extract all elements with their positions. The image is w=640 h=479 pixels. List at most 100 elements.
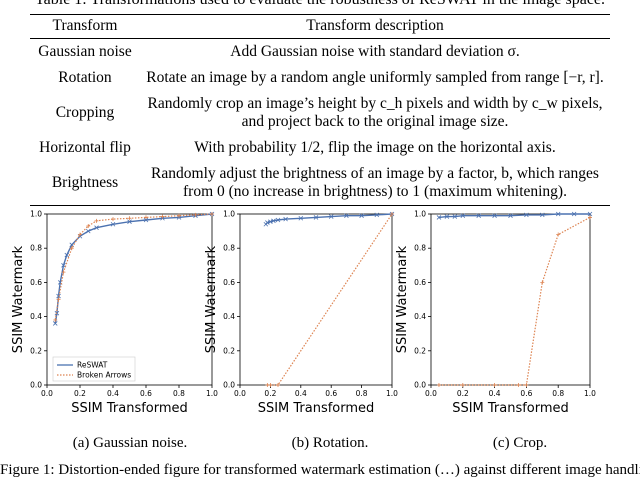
legend-label: Broken Arrows — [77, 371, 131, 380]
transform-desc: With probability 1/2, flip the image on … — [194, 139, 556, 156]
data-point — [210, 212, 214, 216]
table-row: Gaussian noise Add Gaussian noise with s… — [30, 39, 610, 66]
data-point — [556, 232, 561, 237]
y-axis-label: SSIM Watermark — [11, 245, 26, 353]
x-tick-label: 1.0 — [584, 389, 596, 398]
plot-frame — [430, 213, 591, 386]
ssim-figure: 0.0 0.2 0.4 0.6 0.8 1.0 0.0 0.2 0.4 0.6 0.8 1.0 SSIM… — [11, 210, 596, 417]
data-point — [508, 213, 513, 218]
data-point — [516, 383, 521, 387]
transform-name: Gaussian noise — [38, 43, 132, 60]
x-axis-label: SSIM Transformed — [258, 401, 375, 416]
data-point — [476, 213, 481, 218]
data-point — [127, 219, 132, 224]
y-tick-label: 0.6 — [223, 278, 235, 287]
data-point — [436, 215, 442, 220]
data-point — [127, 216, 132, 221]
y-tick-label: 0.6 — [414, 278, 426, 287]
y-tick-label: 1.0 — [414, 210, 426, 219]
x-tick-label: 0.2 — [74, 389, 86, 398]
data-point — [344, 213, 349, 218]
data-point — [444, 214, 450, 219]
data-point — [283, 216, 288, 222]
legend-label: ReSWAT — [77, 361, 108, 370]
data-point — [69, 246, 74, 251]
data-point — [61, 270, 66, 275]
x-tick-label: 0.0 — [41, 389, 53, 398]
legend-box — [52, 356, 136, 382]
transform-desc: Randomly crop an image’s height by c_h p… — [147, 95, 603, 130]
y-tick-label: 0.0 — [414, 381, 426, 390]
table-header-row: Transform Transform description — [30, 14, 610, 39]
data-point — [571, 211, 577, 217]
data-point — [460, 383, 465, 387]
transform-name: Rotation — [58, 69, 112, 86]
data-point — [268, 383, 273, 387]
data-point — [328, 214, 334, 219]
data-point — [540, 280, 545, 285]
transform-desc: Randomly adjust the brightness of an ima… — [151, 165, 599, 200]
x-tick-label: 1.0 — [206, 389, 218, 398]
x-tick-label: 0.4 — [489, 389, 501, 398]
transform-desc: Add Gaussian noise with standard deviati… — [230, 43, 520, 60]
x-tick-label: 0.0 — [425, 389, 437, 398]
data-point — [94, 225, 99, 230]
data-point — [52, 321, 58, 326]
y-axis-label: SSIM Watermark — [395, 245, 410, 353]
x-tick-label: 0.6 — [520, 389, 532, 398]
data-point — [276, 383, 280, 387]
data-point — [110, 221, 116, 227]
data-point — [555, 211, 561, 217]
data-point — [492, 213, 497, 218]
figure-caption: Figure 1: Distortion-ended figure for tr… — [0, 462, 640, 478]
y-tick-label: 0.8 — [30, 244, 42, 253]
series-line — [438, 216, 591, 386]
data-point — [460, 213, 466, 218]
table-row: Rotation Rotate an image by a random ang… — [30, 65, 610, 91]
series-line — [438, 213, 590, 219]
transform-name: Cropping — [55, 104, 115, 121]
series-line — [54, 213, 213, 324]
data-point — [588, 215, 592, 220]
data-point — [177, 213, 181, 218]
data-point — [78, 232, 82, 237]
data-point — [492, 383, 497, 387]
transform-name: Horizontal flip — [39, 139, 131, 156]
subcaption-b: (b) Rotation. — [291, 435, 369, 451]
x-tick-label: 0.4 — [107, 389, 119, 398]
y-tick-label: 1.0 — [223, 210, 235, 219]
data-point — [193, 212, 198, 217]
data-point — [271, 218, 276, 224]
data-point — [313, 215, 319, 220]
data-point — [111, 217, 115, 222]
table-row: Horizontal flip With probability 1/2, fl… — [30, 135, 610, 161]
x-tick-label: 0.8 — [552, 389, 564, 398]
x-tick-label: 1.0 — [386, 389, 398, 398]
y-tick-label: 0.4 — [414, 312, 426, 321]
series-line — [267, 213, 393, 386]
y-tick-label: 0.0 — [223, 381, 235, 390]
x-tick-label: 0.2 — [264, 389, 276, 398]
data-point — [56, 297, 61, 302]
data-point — [540, 212, 545, 218]
x-tick-label: 0.2 — [457, 389, 469, 398]
y-tick-label: 0.4 — [223, 312, 235, 321]
y-tick-label: 0.2 — [30, 346, 42, 355]
plot-frame — [239, 213, 393, 386]
data-point — [298, 215, 304, 221]
transform-name: Brightness — [51, 174, 119, 191]
data-point — [436, 383, 441, 387]
y-tick-label: 0.6 — [30, 278, 42, 287]
transforms-table: Transform Transform description Gaussian… — [30, 14, 610, 206]
series-line — [265, 213, 393, 225]
data-point — [85, 228, 91, 234]
data-point — [53, 318, 58, 323]
data-point — [587, 211, 593, 217]
y-tick-label: 0.4 — [30, 312, 42, 321]
y-tick-label: 0.2 — [223, 346, 235, 355]
data-point — [524, 212, 529, 218]
series-line — [54, 213, 213, 321]
data-point — [160, 214, 165, 219]
data-point — [359, 213, 364, 218]
data-point — [64, 252, 70, 258]
